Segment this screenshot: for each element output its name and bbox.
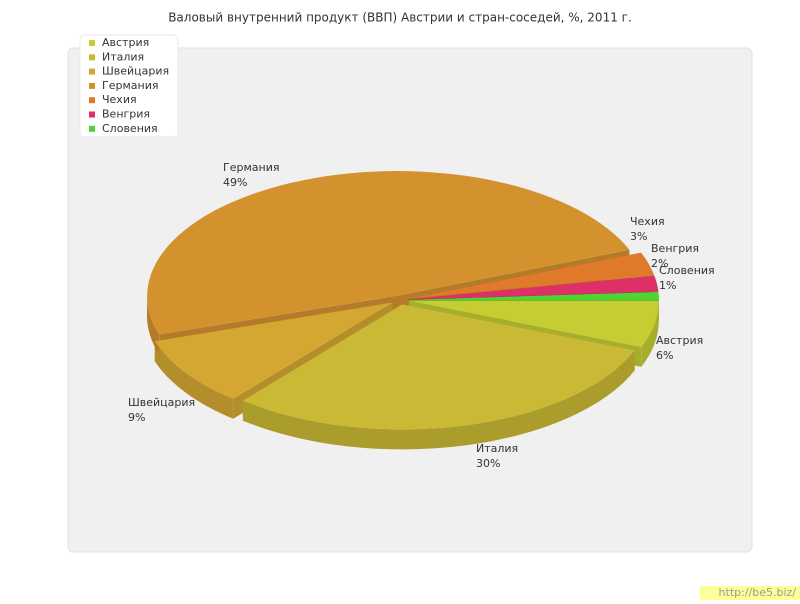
legend-marker: [89, 111, 95, 118]
slice-side: [641, 300, 659, 367]
slice: [408, 252, 655, 299]
slice-side: [154, 341, 234, 419]
slice: [409, 292, 659, 300]
slice-label: Швейцария: [128, 396, 195, 409]
legend-marker: [89, 54, 95, 61]
slice-value-label: 6%: [656, 349, 673, 362]
slice-value-label: 9%: [128, 411, 145, 424]
slice-label: Италия: [476, 442, 518, 455]
slice-value-label: 30%: [476, 457, 500, 470]
chart-title: Валовый внутренний продукт (ВВП) Австрии…: [168, 11, 632, 25]
slice-label: Германия: [223, 161, 279, 174]
legend-marker: [89, 125, 95, 132]
legend-label: Чехия: [102, 93, 137, 106]
slice-side: [146, 295, 160, 355]
slice-label: Чехия: [630, 215, 665, 228]
legend-marker: [89, 82, 95, 89]
legend-marker: [89, 97, 95, 104]
legend-label: Швейцария: [102, 65, 169, 78]
slice-side: [242, 350, 635, 450]
legend-marker: [89, 68, 95, 75]
watermark-box: [700, 586, 800, 600]
legend-label: Австрия: [102, 36, 149, 49]
slice-value-label: 49%: [223, 176, 247, 189]
slice: [408, 276, 659, 300]
slice-value-label: 3%: [630, 230, 647, 243]
slice-label: Австрия: [656, 334, 703, 347]
legend-box: [79, 34, 179, 138]
slice: [242, 304, 635, 430]
legend-label: Венгрия: [102, 108, 150, 121]
legend-label: Германия: [102, 79, 158, 92]
slice-label: Венгрия: [651, 242, 699, 255]
slice: [147, 171, 630, 335]
legend-label: Италия: [102, 50, 144, 63]
slice-label: Словения: [659, 264, 715, 277]
slice-value-label: 2%: [651, 257, 668, 270]
legend-marker: [89, 40, 95, 46]
pie: Австрия 6% Италия 30% Швейцария 9% Германия 49%…: [128, 161, 715, 470]
legend-label: Словения: [102, 122, 158, 135]
slice: [154, 302, 393, 399]
slice: [408, 300, 659, 347]
slice-value-label: 1%: [659, 279, 676, 292]
watermark: http://be5.biz/: [719, 586, 797, 599]
